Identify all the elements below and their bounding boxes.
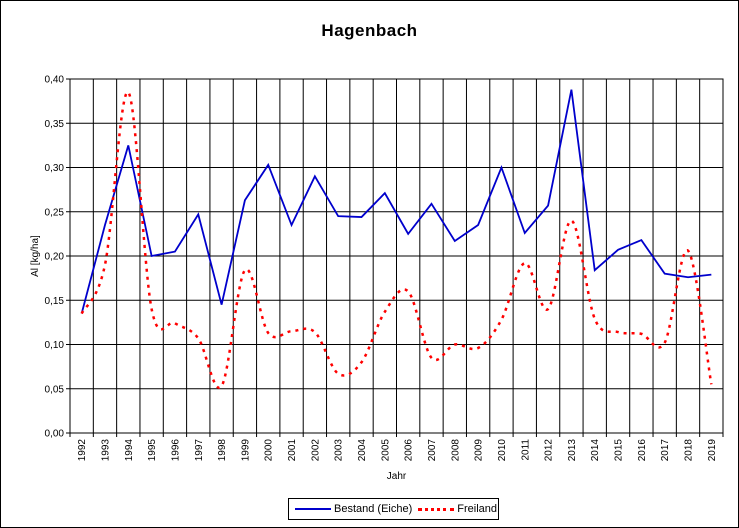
grid-layer bbox=[70, 78, 723, 434]
x-tick-label: 2017 bbox=[660, 439, 671, 462]
x-tick-label: 1998 bbox=[217, 439, 228, 462]
x-tick-label: 2018 bbox=[684, 439, 695, 462]
x-tick-label: 2019 bbox=[707, 439, 718, 462]
x-tick-label: 1993 bbox=[100, 439, 111, 462]
y-tick-label: 0,15 bbox=[45, 296, 65, 307]
x-tick-label: 2001 bbox=[287, 439, 298, 462]
y-axis-label: Al [kg/ha] bbox=[30, 235, 41, 277]
x-tick-label: 1994 bbox=[124, 439, 135, 462]
y-axis: 0,00 0,05 0,10 0,15 0,20 0,25 0,30 0,35 0,40 bbox=[45, 75, 70, 440]
x-tick-label: 1999 bbox=[240, 439, 251, 462]
x-tick-label: 2006 bbox=[404, 439, 415, 462]
x-tick-label: 2007 bbox=[427, 439, 438, 462]
x-axis: 1992 1993 1994 1995 1996 1997 1998 1999 2000 2001… bbox=[69, 433, 724, 462]
x-tick-label: 2008 bbox=[450, 439, 461, 462]
chart-title: Hagenbach bbox=[321, 21, 418, 40]
x-tick-label: 2015 bbox=[614, 439, 625, 462]
x-tick-label: 1997 bbox=[194, 439, 205, 462]
y-tick-label: 0,25 bbox=[45, 207, 65, 218]
legend-swatch-freiland bbox=[418, 507, 455, 511]
x-tick-label: 2003 bbox=[334, 439, 345, 462]
x-tick-label: 2012 bbox=[544, 439, 555, 462]
y-tick-label: 0,40 bbox=[45, 75, 65, 86]
legend-label-bestand: Bestand (Eiche) bbox=[334, 503, 413, 515]
legend-swatch-bestand bbox=[295, 508, 331, 510]
legend: Bestand (Eiche) Freiland bbox=[288, 498, 499, 520]
legend-item-bestand: Bestand (Eiche) bbox=[295, 503, 412, 515]
y-tick-label: 0,00 bbox=[45, 429, 65, 440]
x-tick-label: 1992 bbox=[77, 439, 88, 462]
x-tick-label: 1995 bbox=[147, 439, 158, 462]
series-line-bestand bbox=[80, 89, 712, 314]
x-tick-label: 2016 bbox=[637, 439, 648, 462]
x-tick-label: 2005 bbox=[380, 439, 391, 462]
x-tick-label: 2002 bbox=[310, 439, 321, 462]
x-tick-label: 2013 bbox=[567, 439, 578, 462]
series-line-freiland bbox=[80, 91, 713, 390]
y-tick-label: 0,35 bbox=[45, 119, 65, 130]
y-tick-label: 0,05 bbox=[45, 384, 65, 395]
x-tick-label: 2004 bbox=[357, 439, 368, 462]
legend-item-freiland: Freiland bbox=[418, 503, 497, 515]
x-axis-label: Jahr bbox=[387, 471, 407, 482]
x-tick-label: 2010 bbox=[497, 439, 508, 462]
x-tick-label: 2000 bbox=[264, 439, 275, 462]
series-layer bbox=[80, 89, 713, 390]
y-tick-label: 0,10 bbox=[45, 340, 65, 351]
y-tick-label: 0,20 bbox=[45, 252, 65, 263]
legend-label-freiland: Freiland bbox=[457, 503, 498, 515]
y-tick-label: 0,30 bbox=[45, 163, 65, 174]
x-tick-label: 1996 bbox=[170, 439, 181, 462]
x-tick-label: 2011 bbox=[520, 439, 531, 461]
x-tick-label: 2014 bbox=[590, 439, 601, 462]
x-tick-label: 2009 bbox=[474, 439, 485, 462]
